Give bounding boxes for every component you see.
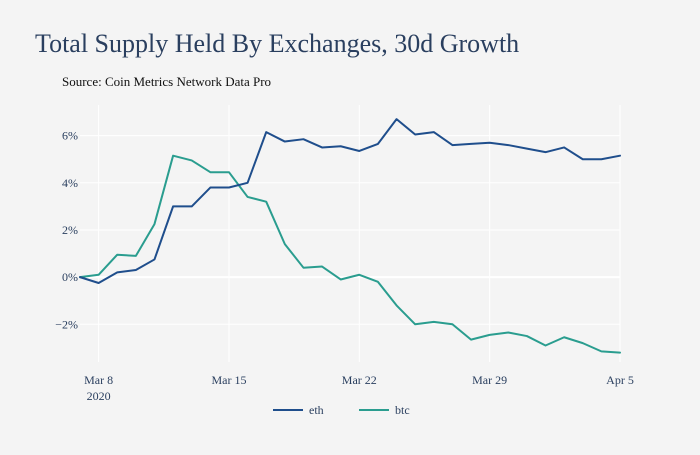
series-layer [79, 118, 621, 354]
legend-label: eth [309, 403, 324, 417]
grid-layer [80, 105, 621, 362]
x-tick-label: Apr 5 [606, 373, 634, 387]
y-tick-labels: −2% 0% 2% 4% 6% [55, 129, 78, 332]
y-tick-label: −2% [55, 317, 78, 331]
chart-subtitle: Source: Coin Metrics Network Data Pro [62, 74, 271, 89]
x-tick-sublabel: 2020 [87, 389, 111, 403]
legend[interactable]: eth btc [273, 403, 410, 417]
y-tick-label: 4% [62, 176, 78, 190]
x-tick-label: Mar 8 [84, 373, 113, 387]
series-line-eth[interactable] [79, 118, 621, 285]
legend-item-btc[interactable]: btc [359, 403, 410, 417]
y-tick-label: 0% [62, 270, 78, 284]
x-tick-labels: Mar 8 2020 Mar 15 Mar 22 Mar 29 Apr 5 [84, 373, 634, 403]
y-tick-label: 6% [62, 129, 78, 143]
x-tick-label: Mar 29 [472, 373, 507, 387]
chart-title: Total Supply Held By Exchanges, 30d Grow… [35, 29, 519, 58]
legend-label: btc [395, 403, 410, 417]
series-line-btc[interactable] [79, 154, 621, 354]
legend-item-eth[interactable]: eth [273, 403, 324, 417]
x-tick-label: Mar 15 [211, 373, 246, 387]
x-tick-label: Mar 22 [342, 373, 377, 387]
y-tick-label: 2% [62, 223, 78, 237]
